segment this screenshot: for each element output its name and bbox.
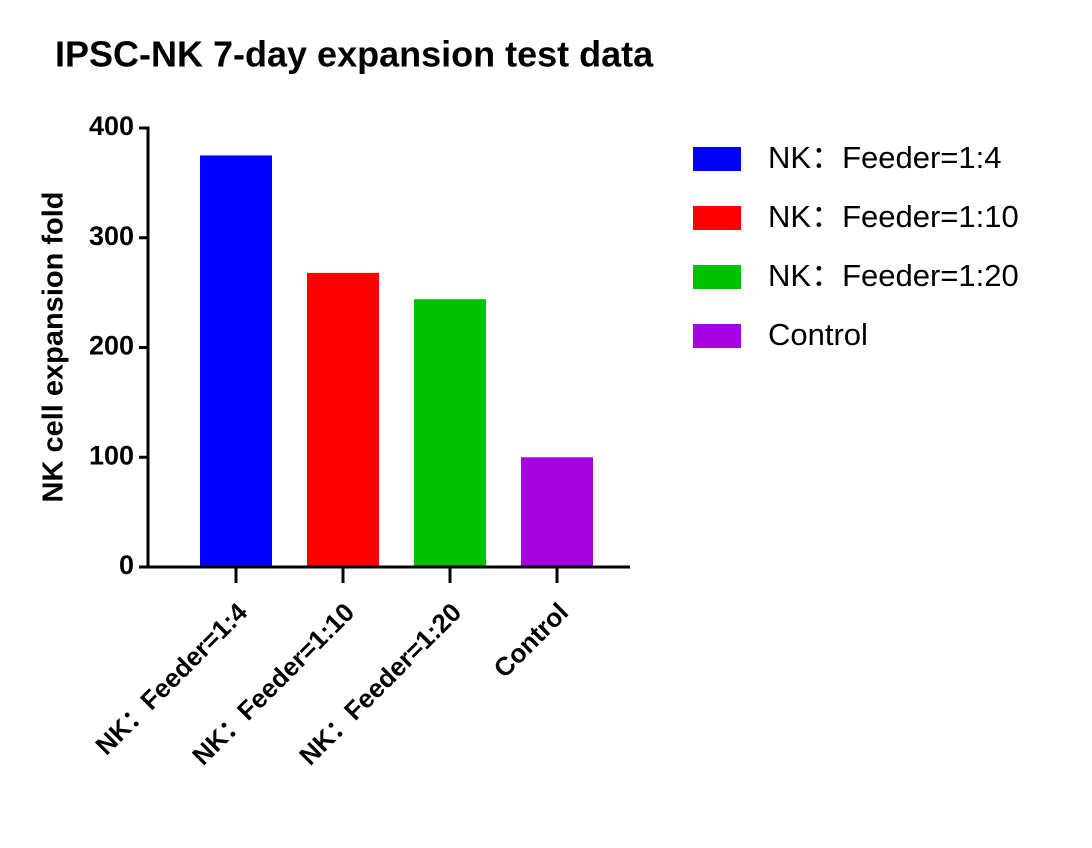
legend-swatch: [693, 147, 741, 171]
y-tick-label: 200: [89, 331, 134, 361]
y-tick-label: 0: [119, 550, 134, 580]
legend-swatch: [693, 324, 741, 348]
bar: [200, 155, 272, 567]
legend-label: NK：Feeder=1:10: [768, 199, 1019, 234]
chart-title: IPSC-NK 7-day expansion test data: [55, 34, 654, 75]
bar: [307, 272, 379, 567]
legend-label: NK：Feeder=1:20: [768, 258, 1019, 293]
legend-swatch: [693, 206, 741, 230]
y-axis-label: NK cell expansion fold: [38, 192, 70, 503]
y-tick-label: 100: [89, 440, 134, 470]
x-tick-label: Control: [488, 597, 575, 684]
y-tick-label: 300: [89, 221, 134, 251]
legend-swatch: [693, 265, 741, 289]
legend-label: Control: [768, 317, 868, 352]
bar: [521, 457, 593, 567]
legend-label: NK：Feeder=1:4: [768, 140, 1001, 175]
bar: [414, 299, 486, 567]
y-tick-label: 400: [89, 111, 134, 141]
